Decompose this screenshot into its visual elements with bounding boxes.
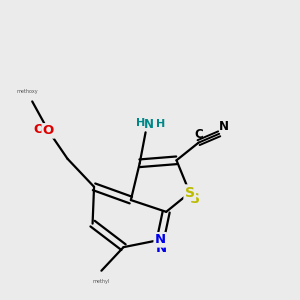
Text: H: H bbox=[136, 118, 146, 128]
Text: O: O bbox=[33, 123, 45, 136]
Text: C: C bbox=[195, 128, 203, 141]
Text: N: N bbox=[155, 233, 166, 246]
Text: S: S bbox=[190, 192, 200, 206]
Text: methyl: methyl bbox=[93, 278, 110, 284]
Text: H: H bbox=[156, 119, 165, 129]
Text: N: N bbox=[143, 118, 154, 130]
Text: O: O bbox=[43, 124, 54, 137]
Text: S: S bbox=[185, 186, 195, 200]
Text: N: N bbox=[219, 120, 229, 133]
Text: N: N bbox=[156, 242, 167, 254]
Text: methoxy: methoxy bbox=[17, 89, 39, 94]
